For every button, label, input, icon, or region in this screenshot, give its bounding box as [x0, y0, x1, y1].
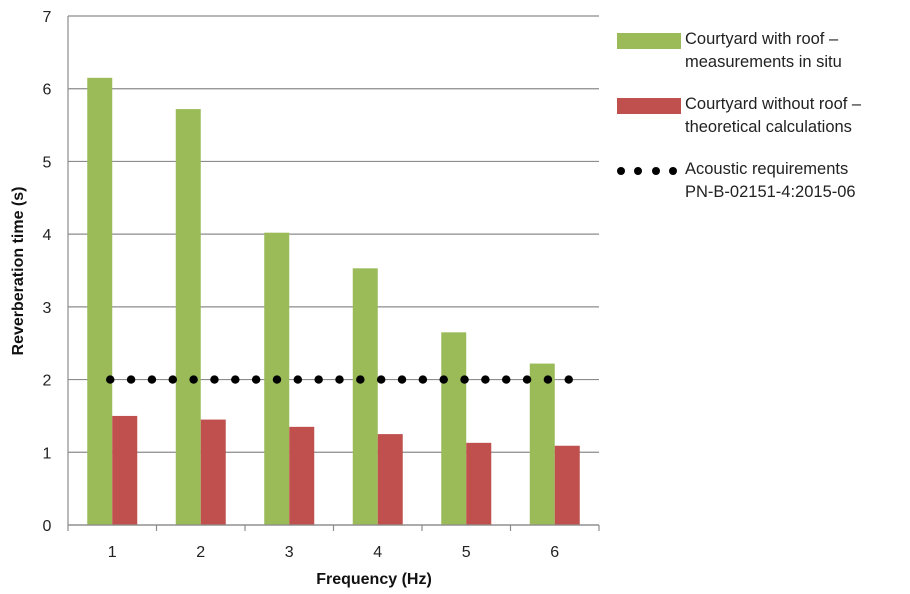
bar-roof-1: [87, 77, 113, 526]
requirement-dot: [522, 375, 532, 384]
bar-no-roof-3: [289, 426, 315, 525]
legend: Courtyard with roof – measurements in si…: [617, 28, 907, 223]
legend-item-requirements: Acoustic requirements PN-B-02151-4:2015-…: [617, 158, 907, 204]
requirement-dot: [147, 375, 157, 384]
bar-no-roof-1: [112, 415, 138, 525]
requirement-dot: [168, 375, 177, 384]
bar-no-roof-2: [200, 419, 226, 525]
legend-label-roof: Courtyard with roof – measurements in si…: [685, 30, 842, 71]
legend-item-no-roof: Courtyard without roof – theoretical cal…: [617, 93, 907, 139]
bar-roof-4: [352, 268, 378, 525]
requirement-dot: [397, 375, 407, 384]
requirement-dot: [543, 375, 553, 384]
x-tick-6: 6: [550, 544, 559, 561]
requirement-line: [106, 375, 573, 384]
x-tick-1: 1: [108, 544, 117, 561]
y-tick-6: 6: [43, 82, 52, 99]
bar-roof-2: [175, 109, 201, 526]
axes: [67, 16, 600, 531]
requirement-dot: [418, 375, 428, 384]
requirement-dot: [189, 375, 198, 384]
y-axis-title: Reverberation time (s): [10, 187, 27, 356]
requirement-dot: [126, 375, 136, 384]
requirement-dot: [356, 375, 365, 384]
gridlines: [68, 15, 599, 526]
requirement-dot: [460, 375, 469, 384]
requirement-dot: [251, 375, 261, 384]
x-tick-4: 4: [373, 544, 382, 561]
y-tick-0: 0: [43, 518, 52, 535]
requirement-dot: [481, 375, 490, 384]
legend-swatch-green: [617, 33, 681, 49]
requirement-dot: [293, 375, 303, 384]
requirement-dot: [502, 375, 511, 384]
x-tick-5: 5: [462, 544, 471, 561]
y-tick-5: 5: [43, 154, 52, 171]
legend-dotted-line-icon: [617, 163, 681, 179]
requirement-dot: [210, 375, 219, 384]
x-tick-2: 2: [196, 544, 205, 561]
bar-no-roof-5: [466, 442, 492, 525]
requirement-dot: [106, 375, 115, 384]
x-tick-3: 3: [285, 544, 294, 561]
requirement-dot: [564, 375, 573, 384]
requirement-dot: [314, 375, 323, 384]
y-tick-4: 4: [43, 227, 52, 244]
y-tick-2: 2: [43, 373, 52, 390]
bar-no-roof-4: [377, 434, 403, 525]
requirement-dot: [231, 375, 240, 384]
legend-label-requirements: Acoustic requirements PN-B-02151-4:2015-…: [685, 160, 856, 201]
y-tick-1: 1: [43, 445, 52, 462]
legend-swatch-red: [617, 98, 681, 114]
requirement-dot: [439, 375, 448, 384]
bar-no-roof-6: [554, 445, 580, 525]
bars: [87, 77, 580, 526]
requirement-dot: [376, 375, 386, 384]
y-tick-7: 7: [43, 9, 52, 26]
requirement-dot: [272, 375, 282, 384]
y-tick-3: 3: [43, 300, 52, 317]
x-axis-title: Frequency (Hz): [316, 571, 432, 588]
legend-item-roof: Courtyard with roof – measurements in si…: [617, 28, 907, 74]
x-tick-labels: 1 2 3 4 5 6: [108, 544, 560, 561]
bar-roof-6: [529, 363, 555, 525]
y-tick-labels: 0 1 2 3 4 5 6 7: [43, 9, 52, 535]
legend-label-no-roof: Courtyard without roof – theoretical cal…: [685, 95, 862, 136]
requirement-dot: [335, 375, 344, 384]
bar-roof-5: [441, 332, 467, 525]
